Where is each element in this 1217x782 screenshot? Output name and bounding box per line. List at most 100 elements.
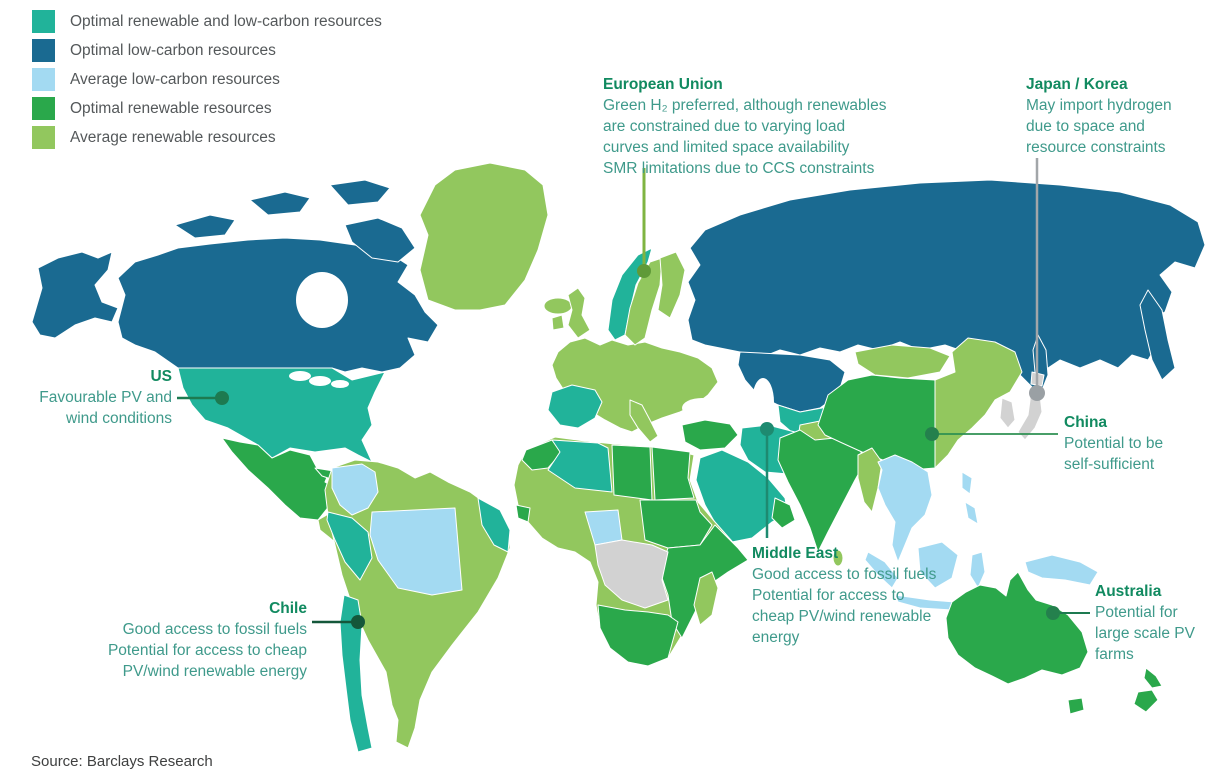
region-uk [567, 287, 591, 339]
legend-swatch-optimal-low-carbon [32, 39, 55, 62]
legend-label: Average low-carbon resources [70, 70, 280, 88]
region-japan [1017, 387, 1043, 441]
great-lakes [331, 380, 349, 388]
legend: Optimal renewable and low-carbon resourc… [32, 7, 382, 152]
legend-swatch-optimal-renewable-and-low-carbon [32, 10, 55, 33]
annotation-body-middle-east: Good access to fossil fuels Potential fo… [752, 566, 937, 646]
region-canada-arctic-island [174, 214, 236, 239]
region-indonesia-sulawesi [969, 551, 986, 589]
legend-swatch-average-renewable [32, 126, 55, 149]
annotation-japan-korea: Japan / Korea May import hydrogen due to… [1026, 74, 1216, 158]
region-central-africa [594, 539, 669, 609]
region-indonesia-sumatra [864, 551, 899, 589]
region-oman [771, 497, 796, 529]
region-philippines [961, 471, 973, 495]
annotation-title-chile: Chile [269, 600, 307, 617]
annotation-body-us: Favourable PV and wind conditions [39, 389, 172, 427]
region-myanmar [857, 447, 883, 513]
region-canada-arctic-island [249, 191, 311, 216]
connector-us-dot [215, 391, 229, 405]
source-note: Source: Barclays Research [31, 753, 213, 770]
legend-item: Optimal low-carbon resources [32, 36, 382, 65]
region-ireland [551, 314, 565, 331]
annotation-australia: Australia Potential for large scale PV f… [1095, 581, 1215, 665]
region-iceland [543, 297, 573, 315]
annotation-china: China Potential to be self-sufficient [1064, 412, 1214, 475]
connector-european-union-dot [637, 264, 651, 278]
region-brazil-northeast [477, 497, 511, 553]
region-greenland [419, 162, 549, 311]
connector-japan-korea-dot [1029, 385, 1045, 401]
region-west-africa-coast [515, 504, 531, 523]
annotation-title-japan-korea: Japan / Korea [1026, 76, 1128, 93]
region-arabian-peninsula [695, 449, 789, 543]
legend-item: Average renewable resources [32, 123, 382, 152]
region-tasmania [1067, 697, 1085, 715]
region-madagascar [693, 571, 719, 626]
legend-label: Average renewable resources [70, 128, 276, 146]
black-sea [682, 398, 722, 418]
annotation-title-us: US [150, 368, 172, 385]
region-new-zealand [1143, 667, 1163, 689]
region-algeria [547, 439, 613, 493]
connector-australia-dot [1046, 606, 1060, 620]
region-peru [326, 511, 373, 581]
region-egypt [651, 446, 695, 501]
region-sudan [639, 499, 713, 549]
region-korea [999, 397, 1016, 429]
region-canada-arctic-island [329, 179, 391, 206]
legend-label: Optimal low-carbon resources [70, 41, 276, 59]
annotation-title-middle-east: Middle East [752, 545, 839, 562]
region-iberia [547, 384, 603, 429]
region-colombia [331, 463, 379, 516]
region-alaska [31, 251, 119, 339]
connector-chile-dot [351, 615, 365, 629]
region-indonesia-borneo [917, 541, 959, 589]
annotation-us: US Favourable PV and wind conditions [28, 366, 172, 429]
connector-middle-east-dot [760, 422, 774, 436]
region-southern-africa [597, 604, 679, 667]
region-kamchatka [1139, 289, 1176, 381]
legend-label: Optimal renewable and low-carbon resourc… [70, 12, 382, 30]
annotation-body-japan-korea: May import hydrogen due to space and res… [1026, 97, 1172, 156]
great-lakes [309, 376, 331, 386]
annotation-title-european-union: European Union [603, 76, 723, 93]
region-australia [945, 571, 1089, 685]
region-turkey [681, 419, 739, 451]
legend-swatch-average-low-carbon [32, 68, 55, 91]
region-amazon-brazil [369, 507, 463, 596]
annotation-title-china: China [1064, 414, 1108, 431]
legend-item: Optimal renewable and low-carbon resourc… [32, 7, 382, 36]
region-new-guinea [1024, 554, 1099, 586]
region-philippines [964, 501, 979, 525]
region-finland [657, 251, 686, 319]
annotation-middle-east: Middle East Good access to fossil fuels … [752, 543, 947, 648]
annotation-body-european-union: Green H₂ preferred, although renewables … [603, 97, 887, 177]
annotation-body-chile: Good access to fossil fuels Potential fo… [107, 621, 307, 680]
region-mongolia [854, 344, 951, 379]
region-sri-lanka [832, 549, 844, 567]
legend-swatch-optimal-renewable [32, 97, 55, 120]
region-russia [687, 179, 1206, 391]
legend-item: Average low-carbon resources [32, 65, 382, 94]
annotation-chile: Chile Good access to fossil fuels Potent… [52, 598, 307, 682]
region-libya [611, 444, 653, 501]
great-lakes [289, 371, 311, 381]
annotation-title-australia: Australia [1095, 583, 1162, 600]
legend-label: Optimal renewable resources [70, 99, 272, 117]
region-canada-arctic-island [344, 217, 416, 263]
annotation-body-australia: Potential for large scale PV farms [1095, 604, 1195, 663]
annotation-body-china: Potential to be self-sufficient [1064, 435, 1164, 473]
region-china-east [934, 337, 1023, 469]
caspian-sea [752, 378, 774, 426]
region-us [177, 367, 386, 463]
region-italy [629, 399, 659, 443]
region-new-zealand [1133, 689, 1159, 713]
region-india-pakistan [777, 429, 866, 553]
annotation-european-union: European Union Green H₂ preferred, altho… [603, 74, 913, 179]
legend-item: Optimal renewable resources [32, 94, 382, 123]
region-indochina [877, 454, 933, 563]
hudson-bay [296, 272, 348, 328]
